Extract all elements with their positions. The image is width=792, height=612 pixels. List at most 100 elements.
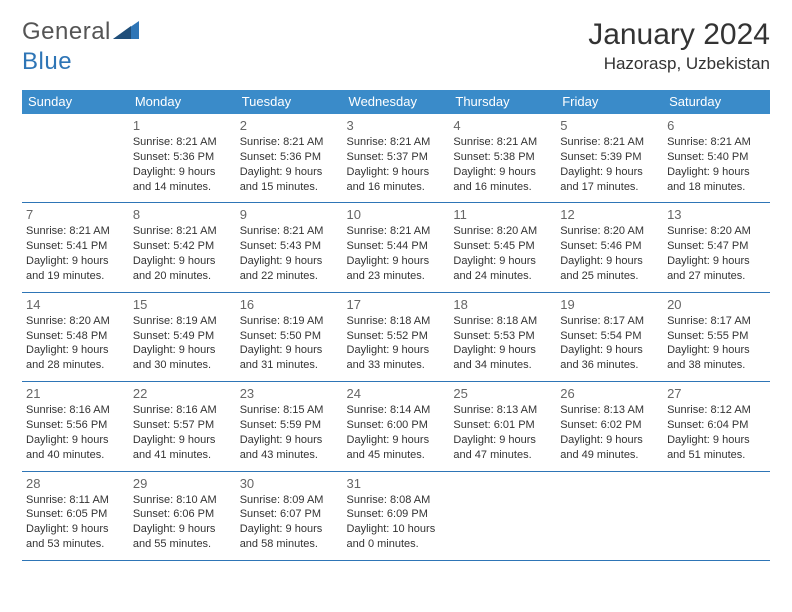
sunset-text: Sunset: 5:39 PM bbox=[560, 150, 659, 165]
sunset-text: Sunset: 5:37 PM bbox=[347, 150, 446, 165]
sunrise-text: Sunrise: 8:10 AM bbox=[133, 493, 232, 508]
daylight-line1: Daylight: 9 hours bbox=[667, 254, 766, 269]
sunset-text: Sunset: 5:41 PM bbox=[26, 239, 125, 254]
day-number: 29 bbox=[133, 476, 232, 491]
day-number: 7 bbox=[26, 207, 125, 222]
calendar-cell: 3Sunrise: 8:21 AMSunset: 5:37 PMDaylight… bbox=[343, 114, 450, 203]
sunrise-text: Sunrise: 8:20 AM bbox=[560, 224, 659, 239]
daylight-line1: Daylight: 9 hours bbox=[667, 343, 766, 358]
calendar-week-row: 21Sunrise: 8:16 AMSunset: 5:56 PMDayligh… bbox=[22, 382, 770, 471]
sunset-text: Sunset: 5:48 PM bbox=[26, 329, 125, 344]
daylight-line1: Daylight: 9 hours bbox=[240, 343, 339, 358]
day-info: Sunrise: 8:21 AMSunset: 5:36 PMDaylight:… bbox=[240, 135, 339, 194]
day-number: 23 bbox=[240, 386, 339, 401]
empty-cell bbox=[667, 476, 766, 492]
day-info: Sunrise: 8:21 AMSunset: 5:38 PMDaylight:… bbox=[453, 135, 552, 194]
daylight-line2: and 24 minutes. bbox=[453, 269, 552, 284]
calendar-header-row: Sunday Monday Tuesday Wednesday Thursday… bbox=[22, 90, 770, 114]
location-label: Hazorasp, Uzbekistan bbox=[588, 54, 770, 74]
sunrise-text: Sunrise: 8:16 AM bbox=[26, 403, 125, 418]
daylight-line1: Daylight: 9 hours bbox=[347, 343, 446, 358]
day-number: 20 bbox=[667, 297, 766, 312]
daylight-line2: and 40 minutes. bbox=[26, 448, 125, 463]
day-number: 21 bbox=[26, 386, 125, 401]
daylight-line1: Daylight: 9 hours bbox=[453, 433, 552, 448]
calendar-cell: 27Sunrise: 8:12 AMSunset: 6:04 PMDayligh… bbox=[663, 382, 770, 471]
calendar-cell: 26Sunrise: 8:13 AMSunset: 6:02 PMDayligh… bbox=[556, 382, 663, 471]
sunrise-text: Sunrise: 8:19 AM bbox=[133, 314, 232, 329]
daylight-line1: Daylight: 9 hours bbox=[453, 254, 552, 269]
sunrise-text: Sunrise: 8:17 AM bbox=[667, 314, 766, 329]
calendar-cell: 19Sunrise: 8:17 AMSunset: 5:54 PMDayligh… bbox=[556, 292, 663, 381]
sunrise-text: Sunrise: 8:20 AM bbox=[667, 224, 766, 239]
calendar-cell: 8Sunrise: 8:21 AMSunset: 5:42 PMDaylight… bbox=[129, 203, 236, 292]
sunrise-text: Sunrise: 8:21 AM bbox=[667, 135, 766, 150]
sunset-text: Sunset: 6:09 PM bbox=[347, 507, 446, 522]
day-info: Sunrise: 8:20 AMSunset: 5:45 PMDaylight:… bbox=[453, 224, 552, 283]
sunset-text: Sunset: 6:06 PM bbox=[133, 507, 232, 522]
calendar-cell: 24Sunrise: 8:14 AMSunset: 6:00 PMDayligh… bbox=[343, 382, 450, 471]
daylight-line1: Daylight: 9 hours bbox=[240, 433, 339, 448]
daylight-line2: and 22 minutes. bbox=[240, 269, 339, 284]
daylight-line2: and 34 minutes. bbox=[453, 358, 552, 373]
day-number: 18 bbox=[453, 297, 552, 312]
day-info: Sunrise: 8:21 AMSunset: 5:42 PMDaylight:… bbox=[133, 224, 232, 283]
daylight-line2: and 20 minutes. bbox=[133, 269, 232, 284]
sunrise-text: Sunrise: 8:21 AM bbox=[347, 135, 446, 150]
sunrise-text: Sunrise: 8:21 AM bbox=[240, 135, 339, 150]
calendar-cell: 14Sunrise: 8:20 AMSunset: 5:48 PMDayligh… bbox=[22, 292, 129, 381]
day-info: Sunrise: 8:21 AMSunset: 5:40 PMDaylight:… bbox=[667, 135, 766, 194]
day-number: 11 bbox=[453, 207, 552, 222]
calendar-cell: 23Sunrise: 8:15 AMSunset: 5:59 PMDayligh… bbox=[236, 382, 343, 471]
calendar-cell: 4Sunrise: 8:21 AMSunset: 5:38 PMDaylight… bbox=[449, 114, 556, 203]
sunset-text: Sunset: 6:07 PM bbox=[240, 507, 339, 522]
daylight-line1: Daylight: 9 hours bbox=[667, 433, 766, 448]
day-info: Sunrise: 8:16 AMSunset: 5:57 PMDaylight:… bbox=[133, 403, 232, 462]
calendar-cell: 31 Sunrise: 8:08 AMSunset: 6:09 PMDayligh… bbox=[343, 471, 450, 560]
day-info: Sunrise: 8:10 AMSunset: 6:06 PMDaylight:… bbox=[133, 493, 232, 552]
dayheader-sun: Sunday bbox=[22, 90, 129, 114]
day-info: Sunrise: 8:21 AMSunset: 5:37 PMDaylight:… bbox=[347, 135, 446, 194]
daylight-line2: and 15 minutes. bbox=[240, 180, 339, 195]
calendar-cell: 22Sunrise: 8:16 AMSunset: 5:57 PMDayligh… bbox=[129, 382, 236, 471]
calendar-week-row: 28Sunrise: 8:11 AMSunset: 6:05 PMDayligh… bbox=[22, 471, 770, 560]
calendar-cell: 16Sunrise: 8:19 AMSunset: 5:50 PMDayligh… bbox=[236, 292, 343, 381]
calendar-cell: 20Sunrise: 8:17 AMSunset: 5:55 PMDayligh… bbox=[663, 292, 770, 381]
day-number: 31 bbox=[347, 476, 446, 491]
sunrise-text: Sunrise: 8:11 AM bbox=[26, 493, 125, 508]
day-info: Sunrise: 8:08 AMSunset: 6:09 PMDaylight:… bbox=[347, 493, 446, 552]
daylight-line2: and 14 minutes. bbox=[133, 180, 232, 195]
sunrise-text: Sunrise: 8:20 AM bbox=[26, 314, 125, 329]
calendar-cell: 6Sunrise: 8:21 AMSunset: 5:40 PMDaylight… bbox=[663, 114, 770, 203]
sunset-text: Sunset: 5:53 PM bbox=[453, 329, 552, 344]
calendar-cell: 25Sunrise: 8:13 AMSunset: 6:01 PMDayligh… bbox=[449, 382, 556, 471]
sunset-text: Sunset: 5:54 PM bbox=[560, 329, 659, 344]
sunrise-text: Sunrise: 8:18 AM bbox=[453, 314, 552, 329]
calendar-cell: 2 Sunrise: 8:21 AMSunset: 5:36 PMDaylight… bbox=[236, 114, 343, 203]
daylight-line1: Daylight: 9 hours bbox=[133, 343, 232, 358]
sunset-text: Sunset: 5:43 PM bbox=[240, 239, 339, 254]
calendar-cell: 12Sunrise: 8:20 AMSunset: 5:46 PMDayligh… bbox=[556, 203, 663, 292]
brand-logo: General bbox=[22, 18, 139, 46]
sunrise-text: Sunrise: 8:21 AM bbox=[240, 224, 339, 239]
sunrise-text: Sunrise: 8:20 AM bbox=[453, 224, 552, 239]
sunset-text: Sunset: 6:04 PM bbox=[667, 418, 766, 433]
day-info: Sunrise: 8:20 AMSunset: 5:48 PMDaylight:… bbox=[26, 314, 125, 373]
sunrise-text: Sunrise: 8:09 AM bbox=[240, 493, 339, 508]
day-number: 2 bbox=[240, 118, 339, 133]
day-info: Sunrise: 8:21 AMSunset: 5:44 PMDaylight:… bbox=[347, 224, 446, 283]
daylight-line2: and 19 minutes. bbox=[26, 269, 125, 284]
daylight-line1: Daylight: 10 hours bbox=[347, 522, 446, 537]
sunset-text: Sunset: 5:47 PM bbox=[667, 239, 766, 254]
sunrise-text: Sunrise: 8:15 AM bbox=[240, 403, 339, 418]
calendar-week-row: 7Sunrise: 8:21 AMSunset: 5:41 PMDaylight… bbox=[22, 203, 770, 292]
day-number: 1 bbox=[133, 118, 232, 133]
sunset-text: Sunset: 5:40 PM bbox=[667, 150, 766, 165]
day-info: Sunrise: 8:21 AMSunset: 5:41 PMDaylight:… bbox=[26, 224, 125, 283]
daylight-line1: Daylight: 9 hours bbox=[240, 165, 339, 180]
empty-cell bbox=[26, 118, 125, 134]
calendar-cell: 13Sunrise: 8:20 AMSunset: 5:47 PMDayligh… bbox=[663, 203, 770, 292]
daylight-line2: and 0 minutes. bbox=[347, 537, 446, 552]
calendar-cell: 29 Sunrise: 8:10 AMSunset: 6:06 PMDayligh… bbox=[129, 471, 236, 560]
daylight-line1: Daylight: 9 hours bbox=[26, 343, 125, 358]
